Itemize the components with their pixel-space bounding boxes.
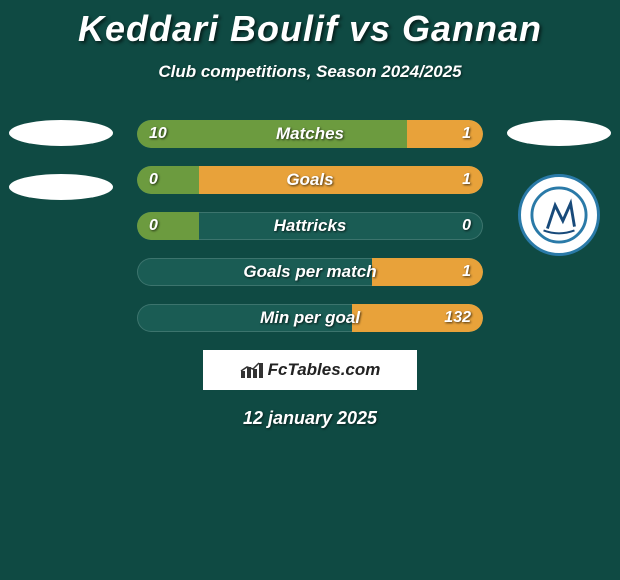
- player-left-avatars: [6, 120, 116, 200]
- brand-badge: FcTables.com: [203, 350, 417, 390]
- stat-row: Min per goal132: [137, 304, 483, 332]
- stat-value-right: 132: [444, 304, 471, 332]
- stat-row: 0Hattricks0: [137, 212, 483, 240]
- comparison-content: 10Matches10Goals10Hattricks0Goals per ma…: [0, 120, 620, 429]
- stat-label: Min per goal: [137, 304, 483, 332]
- stat-label: Matches: [137, 120, 483, 148]
- stat-row: Goals per match1: [137, 258, 483, 286]
- stat-value-right: 1: [462, 120, 471, 148]
- club-badge-icon: [518, 174, 600, 256]
- brand-label: FcTables.com: [268, 360, 381, 380]
- page-subtitle: Club competitions, Season 2024/2025: [0, 62, 620, 82]
- avatar-placeholder-icon: [9, 120, 113, 146]
- stat-value-right: 1: [462, 258, 471, 286]
- player-right-avatars: [504, 120, 614, 256]
- stat-row: 0Goals1: [137, 166, 483, 194]
- date-label: 12 january 2025: [0, 408, 620, 429]
- stat-value-right: 1: [462, 166, 471, 194]
- stat-label: Goals: [137, 166, 483, 194]
- avatar-placeholder-icon: [507, 120, 611, 146]
- stats-bars: 10Matches10Goals10Hattricks0Goals per ma…: [137, 120, 483, 332]
- stat-row: 10Matches1: [137, 120, 483, 148]
- stat-label: Hattricks: [137, 212, 483, 240]
- page-title: Keddari Boulif vs Gannan: [0, 0, 620, 50]
- stat-label: Goals per match: [137, 258, 483, 286]
- stat-value-right: 0: [462, 212, 471, 240]
- bars-icon: [240, 361, 264, 379]
- club-placeholder-icon: [9, 174, 113, 200]
